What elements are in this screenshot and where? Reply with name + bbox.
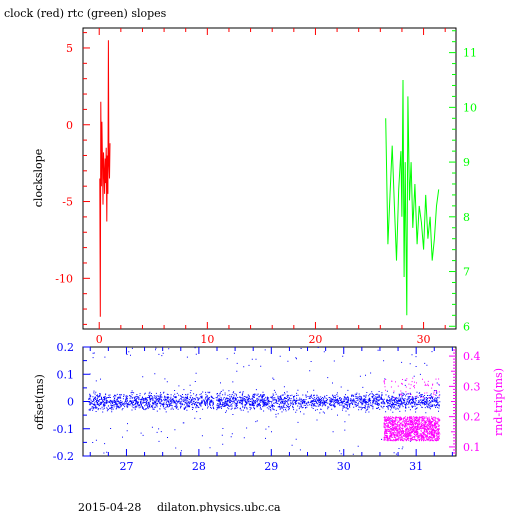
top-y-tick-label: -5 bbox=[62, 196, 73, 209]
rnd-trip-scatter-points bbox=[383, 377, 441, 442]
top-y-tick-label: 0 bbox=[66, 119, 73, 132]
footer-date: 2015-04-28 bbox=[78, 501, 141, 512]
top-x-tick-label: 20 bbox=[308, 333, 322, 346]
bottom-y-tick-label: 0 bbox=[67, 396, 74, 409]
bottom-y2-tick-label: 0.4 bbox=[463, 350, 481, 363]
bottom-x-tick-label: 30 bbox=[337, 460, 351, 473]
rtc-series-line bbox=[385, 79, 440, 316]
bottom-y-tick-label: 0.2 bbox=[57, 341, 75, 354]
top-y2-tick-label: 7 bbox=[463, 266, 470, 279]
top-y2-tick-label: 8 bbox=[463, 211, 470, 224]
bottom-y-tick-label: -0.1 bbox=[53, 423, 74, 436]
bottom-panel: 27 28 29 30 31 0.2 0.1 0 -0.1 -0.2 0.4 0.3 0.2 0.1 off… bbox=[33, 341, 505, 473]
top-y2-tick-label: 10 bbox=[463, 101, 477, 114]
bottom-x-tick-label: 28 bbox=[192, 460, 206, 473]
top-y-tick-label: -10 bbox=[55, 272, 73, 285]
top-x-tick-label: 0 bbox=[96, 333, 103, 346]
top-y2-tick-label: 11 bbox=[463, 47, 477, 60]
top-plot-frame bbox=[82, 27, 457, 330]
footer-host: dilaton.physics.ubc.ca bbox=[157, 501, 281, 512]
offset-scatter-points bbox=[88, 347, 441, 455]
bottom-y2-tick-label: 0.1 bbox=[463, 441, 481, 454]
bottom-y-tick-label: -0.2 bbox=[53, 450, 74, 463]
top-y2-tick-label: 6 bbox=[463, 320, 470, 333]
top-y-axis-label: clockslope bbox=[32, 149, 45, 207]
top-x-tick-label: 10 bbox=[200, 333, 214, 346]
top-y-tick-label: 5 bbox=[66, 42, 73, 55]
top-chart-title: clock (red) rtc (green) slopes bbox=[4, 7, 167, 20]
bottom-y2-axis-label: rnd-trip(ms) bbox=[492, 368, 505, 436]
bottom-x-tick-label: 31 bbox=[409, 460, 423, 473]
clock-series-line bbox=[99, 40, 111, 317]
top-panel: 0 10 20 30 5 0 -5 -10 11 10 9 8 7 6 clockslope bbox=[32, 27, 477, 346]
bottom-y-axis-label: offset(ms) bbox=[33, 374, 46, 430]
bottom-y2-tick-label: 0.2 bbox=[463, 411, 481, 424]
bottom-y-tick-label: 0.1 bbox=[57, 368, 75, 381]
bottom-x-tick-label: 29 bbox=[264, 460, 278, 473]
bottom-x-tick-label: 27 bbox=[119, 460, 133, 473]
top-x-tick-label: 30 bbox=[417, 333, 431, 346]
top-y2-tick-label: 9 bbox=[463, 156, 470, 169]
bottom-y2-tick-label: 0.3 bbox=[463, 380, 481, 393]
